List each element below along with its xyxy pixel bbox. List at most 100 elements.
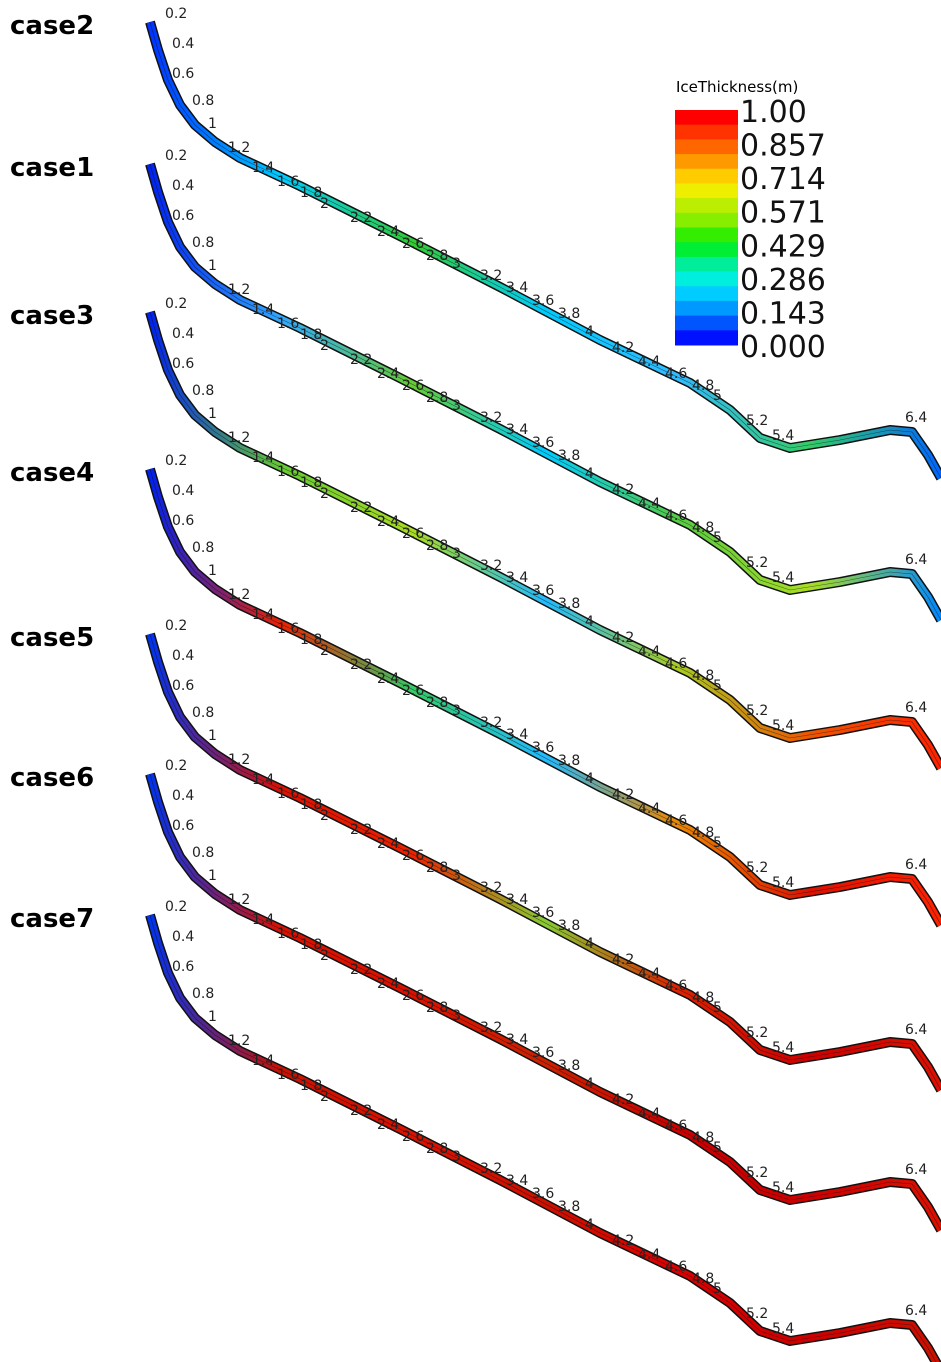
station-label: 2.2 (350, 352, 372, 368)
station-label: 1 (208, 728, 217, 744)
colorbar-band (675, 316, 738, 331)
station-label: 2.6 (402, 1129, 424, 1145)
station-label: 2.8 (426, 1000, 448, 1016)
channel-outline (150, 469, 941, 925)
channel-outline (150, 774, 941, 1230)
station-label: 2.4 (377, 671, 399, 687)
colorbar-band (675, 125, 738, 140)
station-label: 3.6 (532, 740, 554, 756)
station-label: 1.8 (300, 797, 322, 813)
station-label: 4.6 (665, 813, 687, 829)
station-label: 1.4 (252, 450, 274, 466)
station-label: 3.8 (558, 596, 580, 612)
station-label: 5 (713, 388, 722, 404)
station-label: 0.8 (192, 705, 214, 721)
station-label: 0.2 (165, 618, 187, 634)
station-label: 3.8 (558, 1199, 580, 1215)
station-label: 2.2 (350, 962, 372, 978)
station-label: 6.4 (905, 552, 927, 568)
station-label: 0.8 (192, 93, 214, 109)
station-label: 3.4 (506, 727, 528, 743)
station-label: 1.6 (277, 926, 299, 942)
station-label: 4 (585, 1217, 594, 1233)
station-label: 1.4 (252, 302, 274, 318)
colorbar-band (675, 198, 738, 213)
station-label: 3 (452, 256, 461, 272)
channel (150, 915, 941, 1362)
station-label: 1.2 (228, 587, 250, 603)
station-label: 1 (208, 1009, 217, 1025)
station-label: 0.6 (172, 678, 194, 694)
station-label: 0.6 (172, 356, 194, 372)
station-label: 2.8 (426, 695, 448, 711)
station-label: 6.4 (905, 857, 927, 873)
station-label: 4.6 (665, 1259, 687, 1275)
station-label: 1 (208, 868, 217, 884)
station-label: 5.4 (772, 570, 794, 586)
station-label: 0.4 (172, 788, 194, 804)
station-label: 5.2 (746, 1025, 768, 1041)
channel-outline (150, 915, 941, 1362)
channel-inner (150, 915, 941, 1362)
station-label: 2.6 (402, 378, 424, 394)
station-label: 2.8 (426, 248, 448, 264)
station-label: 1 (208, 406, 217, 422)
station-label: 4.6 (665, 656, 687, 672)
station-label: 2.2 (350, 1103, 372, 1119)
station-label: 4.8 (692, 378, 714, 394)
station-label: 1.8 (300, 185, 322, 201)
station-label: 1.4 (252, 607, 274, 623)
station-label: 3.8 (558, 918, 580, 934)
station-label: 4.6 (665, 978, 687, 994)
station-label: 4.8 (692, 1271, 714, 1287)
station-label: 3 (452, 398, 461, 414)
colorbar-band (675, 257, 738, 272)
station-label: 2.6 (402, 683, 424, 699)
station-label: 5 (713, 1281, 722, 1297)
station-label: 3.2 (480, 558, 502, 574)
station-label: 0.8 (192, 540, 214, 556)
station-label: 2.4 (377, 366, 399, 382)
station-label: 3.6 (532, 435, 554, 451)
channel (150, 634, 941, 1090)
station-label: 5.2 (746, 1306, 768, 1322)
station-label: 4 (585, 1076, 594, 1092)
station-label: 0.4 (172, 326, 194, 342)
station-label: 2.6 (402, 236, 424, 252)
station-label: 5.4 (772, 428, 794, 444)
panel: 0.20.40.60.811.21.41.61.822.22.42.62.833… (10, 618, 941, 1090)
station-label: 3.6 (532, 583, 554, 599)
station-label: 2.4 (377, 224, 399, 240)
colorbar-label: 0.857 (740, 129, 826, 164)
station-label: 1.2 (228, 1033, 250, 1049)
channel-outline (150, 312, 941, 768)
station-label: 4 (585, 324, 594, 340)
station-label: 1.8 (300, 937, 322, 953)
colorbar-label: 0.571 (740, 196, 826, 231)
channel (150, 469, 941, 925)
colorbar-band (675, 110, 738, 125)
station-label: 3 (452, 1149, 461, 1165)
case-label: case1 (10, 153, 94, 183)
station-label: 2.6 (402, 988, 424, 1004)
colorbar-band (675, 330, 738, 345)
case-label: case6 (10, 763, 94, 793)
station-label: 5.2 (746, 413, 768, 429)
colorbar-label: 0.000 (740, 330, 826, 365)
colorbar-band (675, 169, 738, 184)
station-label: 3.2 (480, 268, 502, 284)
station-label: 4.2 (612, 1233, 634, 1249)
station-label: 0.2 (165, 453, 187, 469)
station-label: 4 (585, 466, 594, 482)
channel-inner (150, 312, 941, 768)
station-label: 4.4 (638, 966, 660, 982)
station-label: 2 (320, 486, 329, 502)
station-label: 3.2 (480, 1161, 502, 1177)
station-label: 4.2 (612, 482, 634, 498)
station-label: 2.8 (426, 538, 448, 554)
station-label: 3.8 (558, 448, 580, 464)
station-label: 3.4 (506, 1032, 528, 1048)
